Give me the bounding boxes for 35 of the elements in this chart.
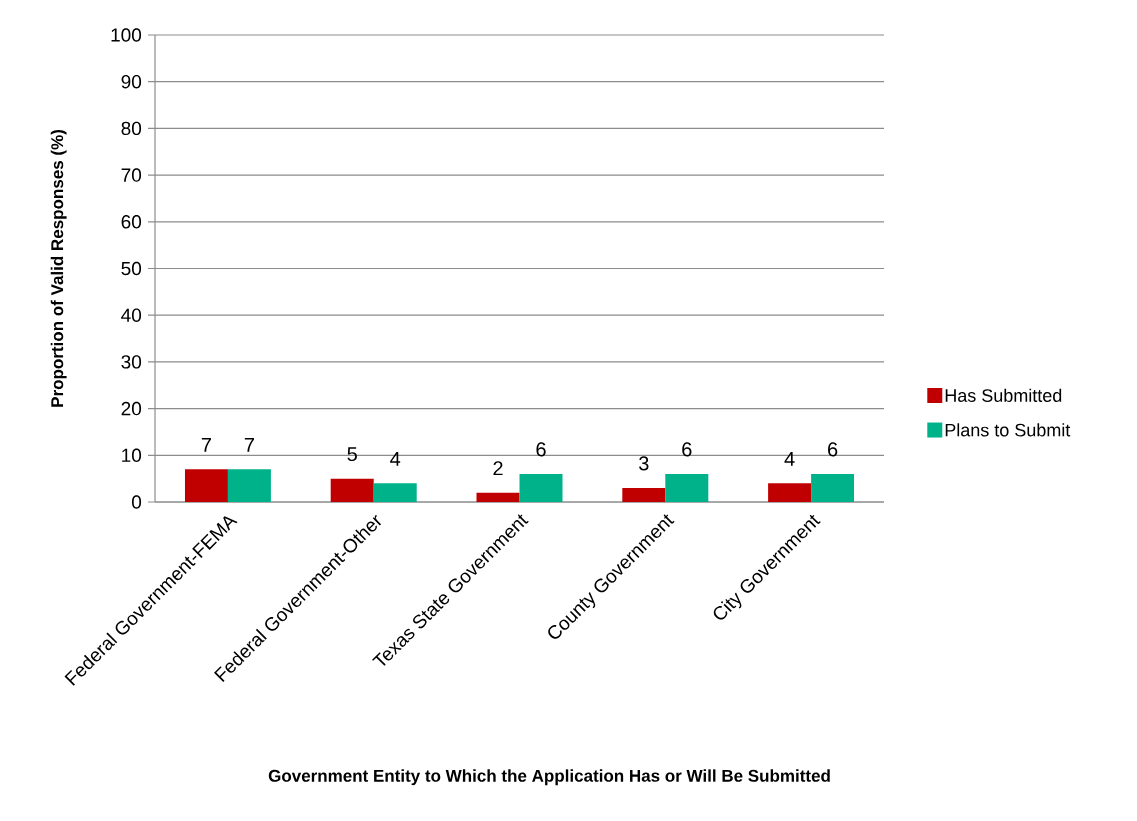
data-label: 4 (784, 452, 795, 466)
y-tick-label: 10 (122, 448, 142, 463)
y-tick-label: 20 (121, 401, 142, 416)
y-tick-label: 60 (121, 215, 142, 229)
data-label: 3 (639, 456, 649, 471)
data-label: 4 (390, 452, 401, 466)
data-label: 7 (244, 438, 254, 452)
y-tick-label: 0 (131, 495, 142, 509)
data-label: 6 (828, 442, 838, 457)
data-label: 2 (493, 461, 503, 476)
bar (665, 473, 709, 502)
bar (622, 487, 666, 502)
legend-label: Plans to Submit (945, 423, 1071, 437)
y-tick-label: 40 (121, 308, 142, 322)
bar (519, 473, 563, 502)
bar (373, 483, 417, 502)
legend-label: Has Submitted (945, 388, 1062, 402)
bar (768, 483, 812, 502)
data-label: 5 (347, 447, 357, 462)
bar (476, 492, 520, 502)
y-tick-label: 70 (121, 168, 142, 182)
data-label: 6 (682, 442, 692, 457)
y-tick-label: 100 (111, 28, 142, 42)
y-axis-title: Proportion of Valid Responses (%) (50, 130, 67, 407)
data-label: 6 (536, 442, 546, 457)
bar (184, 469, 228, 502)
data-label: 7 (201, 438, 211, 452)
y-tick-label: 50 (121, 261, 142, 276)
y-tick-label: 30 (121, 355, 142, 369)
bar (811, 473, 855, 502)
y-tick-label: 80 (121, 121, 142, 136)
x-axis-title: Government Entity to Which the Application Has or Will Be Submitted (268, 769, 830, 786)
bar (330, 478, 374, 502)
bar (227, 469, 271, 502)
y-tick-label: 90 (121, 74, 142, 89)
